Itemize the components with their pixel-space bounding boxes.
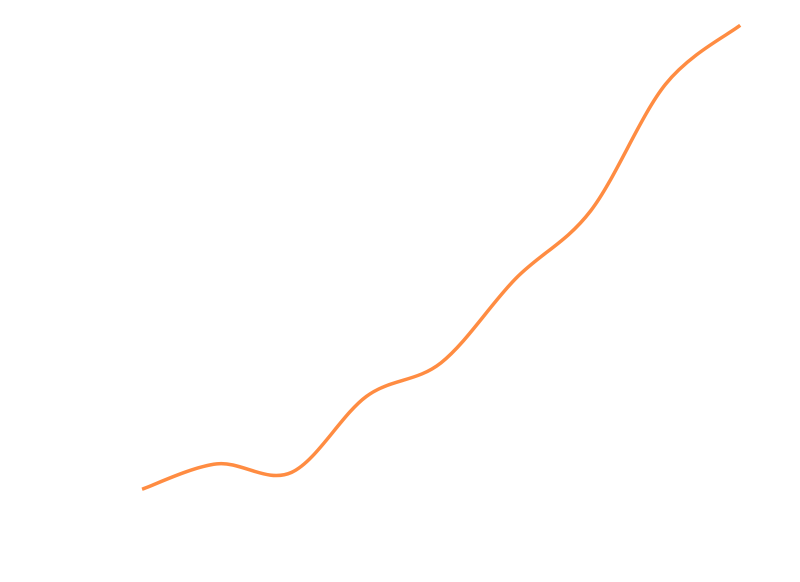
series-layer <box>141 23 742 491</box>
series-line-0 <box>141 23 742 491</box>
